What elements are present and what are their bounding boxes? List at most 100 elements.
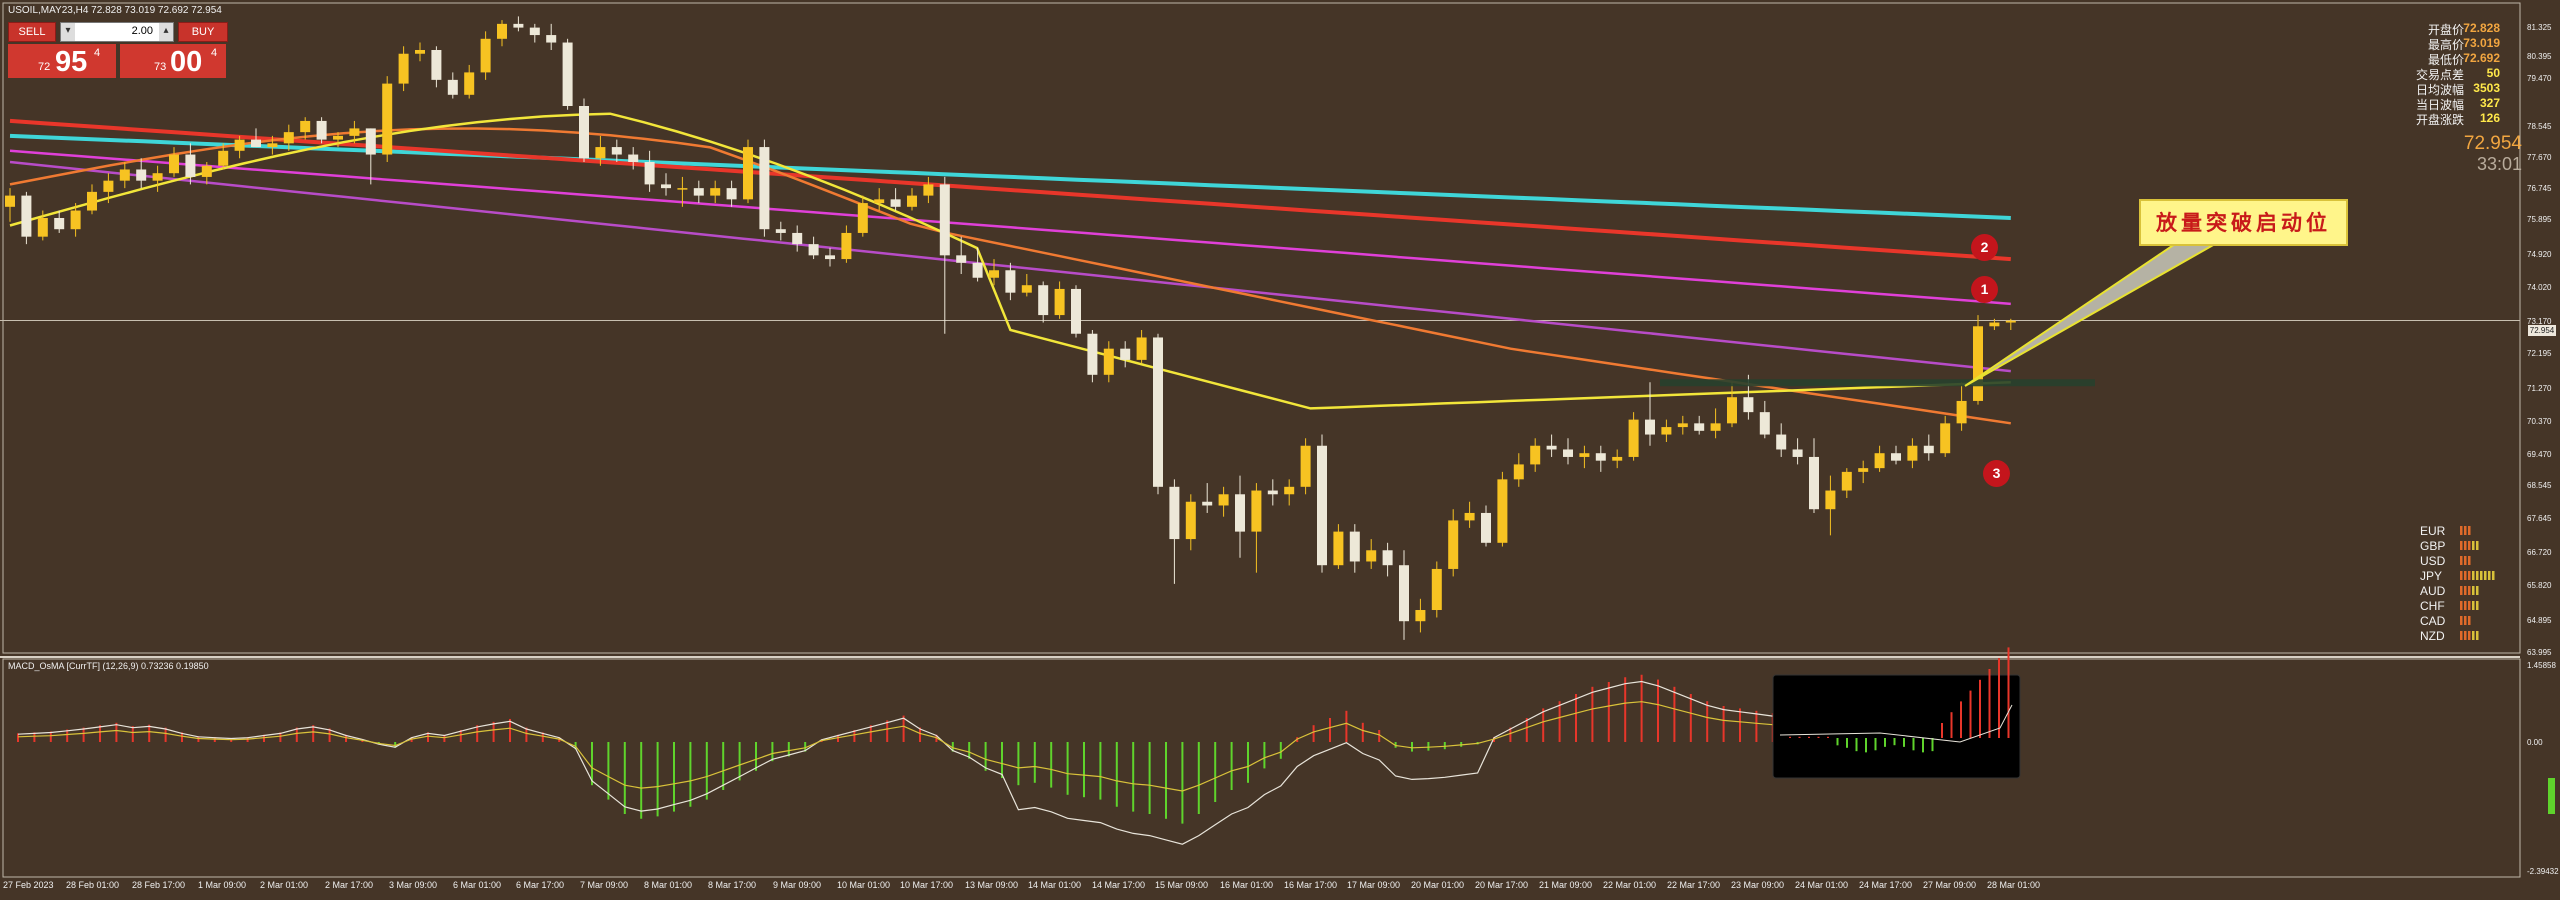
candle-body	[1497, 479, 1508, 543]
price-axis-label: 69.470	[2527, 450, 2552, 459]
candle-body	[1612, 456, 1623, 461]
candle-body	[907, 195, 917, 207]
time-axis-label: 2 Mar 01:00	[260, 880, 309, 890]
candle-body	[661, 184, 671, 189]
candle-body	[234, 139, 245, 151]
currency-label: NZD	[2420, 629, 2445, 643]
ohlc-label: 最低价	[2427, 53, 2464, 67]
candle-body	[1595, 453, 1606, 461]
price-axis-label: 64.895	[2527, 616, 2552, 625]
price-axis-label: 76.745	[2527, 184, 2552, 193]
candle-body	[1218, 494, 1229, 506]
currency-strength-bar	[2464, 616, 2467, 625]
currency-strength-bar	[2488, 571, 2491, 580]
candle-body	[743, 147, 753, 200]
sell-price-pipette: 4	[94, 47, 101, 59]
currency-label: GBP	[2420, 539, 2446, 553]
ohlc-label: 当日波幅	[2415, 98, 2464, 112]
sell-button[interactable]: SELL	[8, 22, 56, 42]
candle-body	[1530, 445, 1541, 465]
candle-body	[1579, 453, 1590, 457]
candle-body	[415, 50, 425, 54]
time-axis-label: 16 Mar 01:00	[1220, 880, 1274, 890]
ohlc-value: 73.019	[2463, 36, 2500, 50]
price-axis-label: 63.995	[2527, 648, 2552, 657]
price-axis-label: 79.470	[2527, 74, 2552, 83]
candle-body	[529, 27, 540, 36]
currency-strength-bar	[2468, 571, 2471, 580]
currency-label: CHF	[2420, 599, 2445, 613]
time-axis-label: 24 Mar 01:00	[1795, 880, 1849, 890]
main-chart-frame	[2, 2, 2521, 654]
candle-body	[21, 195, 32, 237]
candle-body	[267, 143, 278, 148]
currency-strength-bar	[2468, 541, 2471, 550]
currency-strength-bar	[2472, 631, 2475, 640]
moving-average-line	[9, 133, 2011, 220]
candle-body	[1005, 270, 1016, 293]
buy-price-prefix: 73	[154, 61, 167, 73]
ohlc-value: 72.828	[2463, 21, 2500, 35]
macd-axis-label: -2.39432	[2527, 867, 2559, 876]
time-axis-label: 27 Feb 2023	[3, 880, 54, 890]
price-axis-label: 80.395	[2527, 52, 2552, 61]
candle-body	[1464, 512, 1475, 521]
ohlc-label: 日均波幅	[2415, 83, 2464, 97]
candle-body	[54, 218, 65, 230]
candle-body	[1694, 423, 1705, 431]
candle-body	[103, 180, 114, 192]
candle-body	[1431, 568, 1442, 611]
lot-increase-button[interactable]: ▴	[159, 23, 173, 41]
currency-strength-bar	[2460, 541, 2463, 550]
macd-signal-line-white	[17, 680, 2020, 845]
currency-strength-bar	[2476, 586, 2479, 595]
candle-body	[513, 23, 524, 28]
time-axis-label: 23 Mar 09:00	[1731, 880, 1785, 890]
price-axis-label: 65.820	[2527, 581, 2552, 590]
candle-body	[169, 154, 179, 174]
one-click-trade-panel: SELL ▾ ▴ BUY 72 95 4 73 00 4	[8, 22, 228, 80]
sell-price-box[interactable]: 72 95 4	[8, 44, 116, 78]
candle-body	[1448, 520, 1459, 569]
macd-axis-label: 1.45858	[2527, 661, 2556, 670]
price-axis-label: 70.370	[2527, 417, 2552, 426]
currency-strength-bar	[2464, 541, 2467, 550]
candle-body	[185, 154, 196, 177]
lot-size-box: ▾ ▴	[60, 22, 174, 42]
candle-body	[1661, 427, 1672, 435]
time-axis-label: 24 Mar 17:00	[1859, 880, 1913, 890]
candle-body	[1759, 412, 1770, 435]
candle-body	[365, 128, 376, 155]
price-axis-label: 66.720	[2527, 548, 2552, 557]
time-axis-label: 16 Mar 17:00	[1284, 880, 1338, 890]
time-axis-label: 10 Mar 01:00	[837, 880, 891, 890]
time-axis-label: 10 Mar 17:00	[900, 880, 954, 890]
currency-strength-bar	[2460, 616, 2463, 625]
time-axis-label: 15 Mar 09:00	[1155, 880, 1209, 890]
candle-body	[1120, 348, 1131, 360]
macd-indicator-title: MACD_OsMA [CurrTF] (12,26,9) 0.73236 0.1…	[8, 661, 209, 671]
currency-strength-bar	[2468, 631, 2471, 640]
lot-size-input[interactable]	[77, 24, 153, 38]
candle-body	[759, 147, 770, 230]
macd-level-indicator	[2548, 778, 2555, 814]
candle-body	[1973, 326, 1983, 401]
candle-body	[1923, 445, 1934, 454]
candle-body	[1628, 419, 1639, 457]
candle-body	[775, 229, 786, 233]
candle-body	[398, 53, 409, 84]
bar-countdown-timer: 33:01	[2476, 154, 2522, 174]
candle-body	[546, 35, 557, 43]
currency-strength-bar	[2480, 571, 2483, 580]
lot-decrease-button[interactable]: ▾	[61, 23, 75, 41]
candle-body	[1858, 468, 1869, 472]
buy-price-box[interactable]: 73 00 4	[120, 44, 226, 78]
currency-strength-bar	[2460, 631, 2463, 640]
candle-body	[1841, 471, 1852, 491]
currency-strength-bar	[2472, 541, 2475, 550]
buy-button[interactable]: BUY	[178, 22, 228, 42]
currency-strength-bar	[2464, 571, 2467, 580]
currency-strength-bar	[2468, 586, 2471, 595]
